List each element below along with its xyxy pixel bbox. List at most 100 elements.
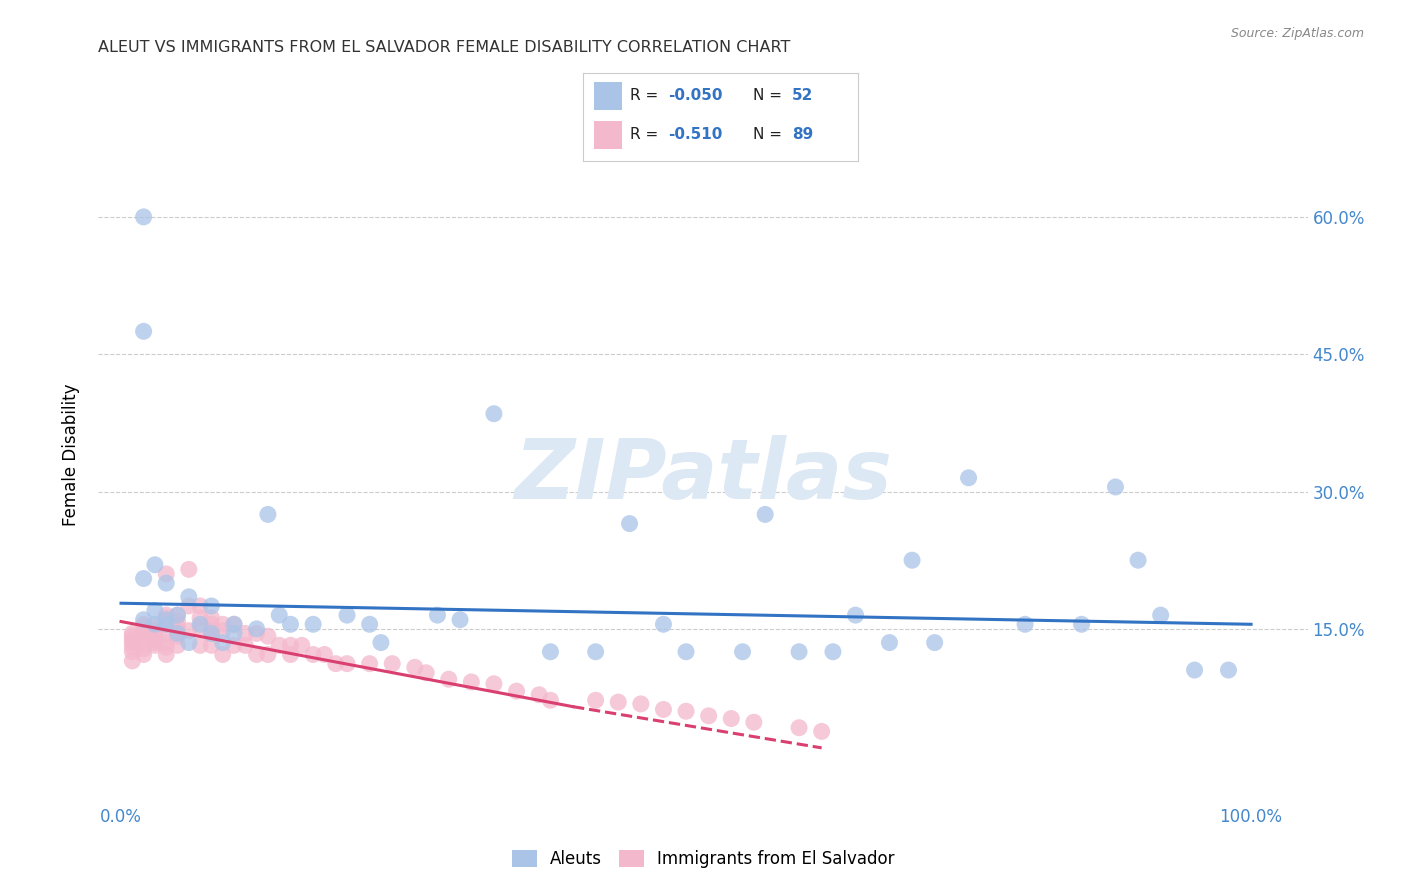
Point <box>188 617 211 632</box>
Point <box>879 635 901 649</box>
Point <box>166 629 188 643</box>
Point <box>787 721 810 735</box>
Point <box>957 471 980 485</box>
Text: -0.510: -0.510 <box>668 128 723 142</box>
Point <box>132 642 155 657</box>
Point <box>143 624 166 638</box>
Point <box>482 677 505 691</box>
Point <box>155 635 177 649</box>
Point <box>630 697 652 711</box>
Point <box>527 688 550 702</box>
Point <box>302 617 325 632</box>
Point <box>810 724 832 739</box>
Point <box>177 624 200 638</box>
Point <box>280 617 302 632</box>
Point <box>155 648 177 662</box>
Bar <box>595 82 621 110</box>
Point <box>132 572 155 586</box>
Point <box>1014 617 1036 632</box>
Point <box>675 645 697 659</box>
Point <box>675 704 697 718</box>
Point <box>143 635 166 649</box>
Point <box>1150 608 1173 623</box>
Point <box>200 638 222 652</box>
Point <box>1218 663 1240 677</box>
Point <box>845 608 868 623</box>
Point <box>222 617 245 632</box>
Point <box>166 638 188 652</box>
Point <box>211 648 233 662</box>
Point <box>482 407 505 421</box>
Text: ALEUT VS IMMIGRANTS FROM EL SALVADOR FEMALE DISABILITY CORRELATION CHART: ALEUT VS IMMIGRANTS FROM EL SALVADOR FEM… <box>98 40 790 55</box>
Point <box>166 624 188 638</box>
Point <box>177 599 200 613</box>
Point <box>370 635 392 649</box>
Point <box>177 562 200 576</box>
Point <box>1184 663 1206 677</box>
Point <box>121 654 143 668</box>
Point <box>200 611 222 625</box>
Point <box>121 626 143 640</box>
Bar <box>595 121 621 149</box>
Point <box>211 617 233 632</box>
Point <box>607 695 630 709</box>
Point <box>132 648 155 662</box>
Point <box>143 603 166 617</box>
Text: 89: 89 <box>792 128 813 142</box>
Point <box>222 617 245 632</box>
Point <box>121 632 143 647</box>
Point <box>257 648 280 662</box>
Point <box>257 629 280 643</box>
Text: ZIPatlas: ZIPatlas <box>515 435 891 516</box>
Point <box>155 617 177 632</box>
Point <box>924 635 946 649</box>
Text: 52: 52 <box>792 88 813 103</box>
Point <box>132 324 155 338</box>
Legend: Aleuts, Immigrants from El Salvador: Aleuts, Immigrants from El Salvador <box>505 843 901 874</box>
Point <box>166 626 188 640</box>
Point <box>821 645 844 659</box>
Point <box>143 631 166 645</box>
Point <box>1070 617 1092 632</box>
Point <box>132 210 155 224</box>
Point <box>585 693 607 707</box>
Point <box>200 599 222 613</box>
Point <box>188 611 211 625</box>
Point <box>460 675 482 690</box>
Point <box>155 576 177 591</box>
Point <box>211 635 233 649</box>
Point <box>246 648 269 662</box>
Y-axis label: Female Disability: Female Disability <box>62 384 80 526</box>
Text: N =: N = <box>754 88 787 103</box>
Point <box>269 608 291 623</box>
Point <box>257 508 280 522</box>
Point <box>166 615 188 629</box>
Point <box>155 640 177 655</box>
Point <box>132 617 155 632</box>
Point <box>437 672 460 686</box>
Point <box>143 626 166 640</box>
Point <box>166 608 188 623</box>
Point <box>336 608 359 623</box>
Point <box>754 508 776 522</box>
Point <box>143 638 166 652</box>
Point <box>415 665 437 680</box>
Text: -0.050: -0.050 <box>668 88 723 103</box>
Point <box>404 660 426 674</box>
Point <box>381 657 404 671</box>
Text: Source: ZipAtlas.com: Source: ZipAtlas.com <box>1230 27 1364 40</box>
Point <box>121 629 143 643</box>
Text: N =: N = <box>754 128 787 142</box>
Point <box>155 608 177 623</box>
Point <box>132 635 155 649</box>
Point <box>246 626 269 640</box>
Point <box>233 626 256 640</box>
Point <box>426 608 449 623</box>
Point <box>143 624 166 638</box>
Point <box>222 638 245 652</box>
Point <box>652 617 675 632</box>
Point <box>166 608 188 623</box>
Point <box>132 613 155 627</box>
Point <box>246 622 269 636</box>
Point <box>143 632 166 647</box>
